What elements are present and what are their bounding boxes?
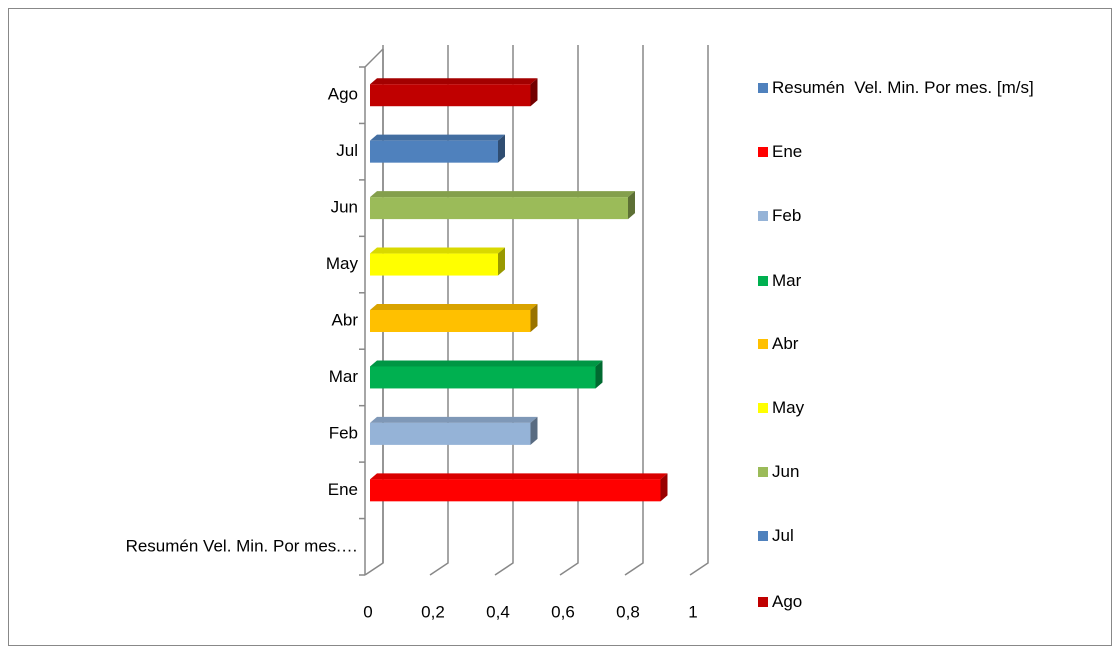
legend-swatch bbox=[758, 403, 768, 413]
legend-entry: Resumén Vel. Min. Por mes. [m/s] bbox=[758, 77, 1088, 99]
bar-front bbox=[370, 310, 531, 332]
legend-entry: Jun bbox=[758, 461, 1088, 483]
legend-label: Ago bbox=[772, 592, 803, 611]
bar-front bbox=[370, 479, 661, 502]
legend-entry: Abr bbox=[758, 333, 1088, 355]
y-tick-label: Ago bbox=[328, 85, 358, 104]
legend-label: Jun bbox=[772, 462, 800, 481]
bar bbox=[370, 304, 538, 332]
bar-top bbox=[370, 360, 603, 367]
y-tick-label: Mar bbox=[329, 367, 359, 386]
legend-entry: Mar bbox=[758, 270, 1088, 292]
legend-entry: Ago bbox=[758, 591, 1088, 613]
bar bbox=[370, 473, 668, 502]
bar bbox=[370, 247, 505, 276]
bar-top bbox=[370, 304, 538, 310]
x-tick-label: 1 bbox=[688, 602, 697, 621]
legend-entry: Ene bbox=[758, 141, 1088, 163]
y-tick-label: Resumén Vel. Min. Por mes.… bbox=[126, 536, 358, 555]
x-tick-label: 0 bbox=[363, 602, 372, 621]
legend-swatch bbox=[758, 339, 768, 349]
y-tick-label: Jul bbox=[336, 141, 358, 160]
bar-top bbox=[370, 416, 538, 423]
x-tick-label: 0,6 bbox=[551, 602, 575, 621]
legend-label: Feb bbox=[772, 206, 802, 225]
legend-entry: Feb bbox=[758, 205, 1088, 227]
legend-swatch bbox=[758, 597, 768, 607]
y-tick-label: Abr bbox=[332, 310, 359, 329]
bar-side bbox=[628, 191, 635, 220]
chart-border bbox=[8, 8, 1112, 646]
bar-front bbox=[370, 366, 596, 389]
bar-side bbox=[498, 247, 505, 276]
legend-swatch bbox=[758, 211, 768, 221]
bar-front bbox=[370, 140, 498, 163]
bar-front bbox=[370, 84, 531, 107]
y-tick-label: Jun bbox=[331, 198, 358, 217]
legend-label: Abr bbox=[772, 334, 799, 353]
legend-label: May bbox=[772, 398, 805, 417]
bar-side bbox=[498, 134, 505, 163]
bar-side bbox=[530, 304, 538, 332]
bar-side bbox=[660, 473, 668, 502]
legend-swatch bbox=[758, 147, 768, 157]
bar-front bbox=[370, 253, 498, 276]
y-tick-label: May bbox=[326, 254, 359, 273]
bar-front bbox=[370, 422, 531, 445]
x-tick-label: 0,8 bbox=[616, 602, 640, 621]
legend-label: Resumén Vel. Min. Por mes. [m/s] bbox=[772, 78, 1034, 97]
bar-side bbox=[530, 416, 538, 445]
bar-side bbox=[595, 360, 603, 389]
legend-swatch bbox=[758, 276, 768, 286]
grid-line bbox=[689, 45, 709, 576]
bar bbox=[370, 78, 538, 107]
bar-top bbox=[370, 473, 668, 480]
legend-label: Mar bbox=[772, 271, 802, 290]
legend-label: Ene bbox=[772, 142, 803, 161]
legend-label: Jul bbox=[772, 526, 794, 545]
x-tick-label: 0,4 bbox=[486, 602, 510, 621]
y-tick-label: Feb bbox=[329, 423, 358, 442]
x-tick-label: 0,2 bbox=[421, 602, 445, 621]
bar-front bbox=[370, 197, 628, 220]
bar-top bbox=[370, 191, 635, 198]
legend-swatch bbox=[758, 83, 768, 93]
bar bbox=[370, 360, 603, 389]
y-tick-label: Ene bbox=[328, 480, 358, 499]
legend-entry: Jul bbox=[758, 525, 1088, 547]
grid-line bbox=[624, 45, 644, 576]
legend-swatch bbox=[758, 467, 768, 477]
bar bbox=[370, 416, 538, 445]
bar bbox=[370, 191, 635, 220]
bar-side bbox=[530, 78, 538, 107]
bar-top bbox=[370, 247, 505, 254]
bar-top bbox=[370, 78, 538, 85]
legend-swatch bbox=[758, 531, 768, 541]
bar-top bbox=[370, 134, 505, 141]
bar bbox=[370, 134, 505, 163]
legend-entry: May bbox=[758, 397, 1088, 419]
